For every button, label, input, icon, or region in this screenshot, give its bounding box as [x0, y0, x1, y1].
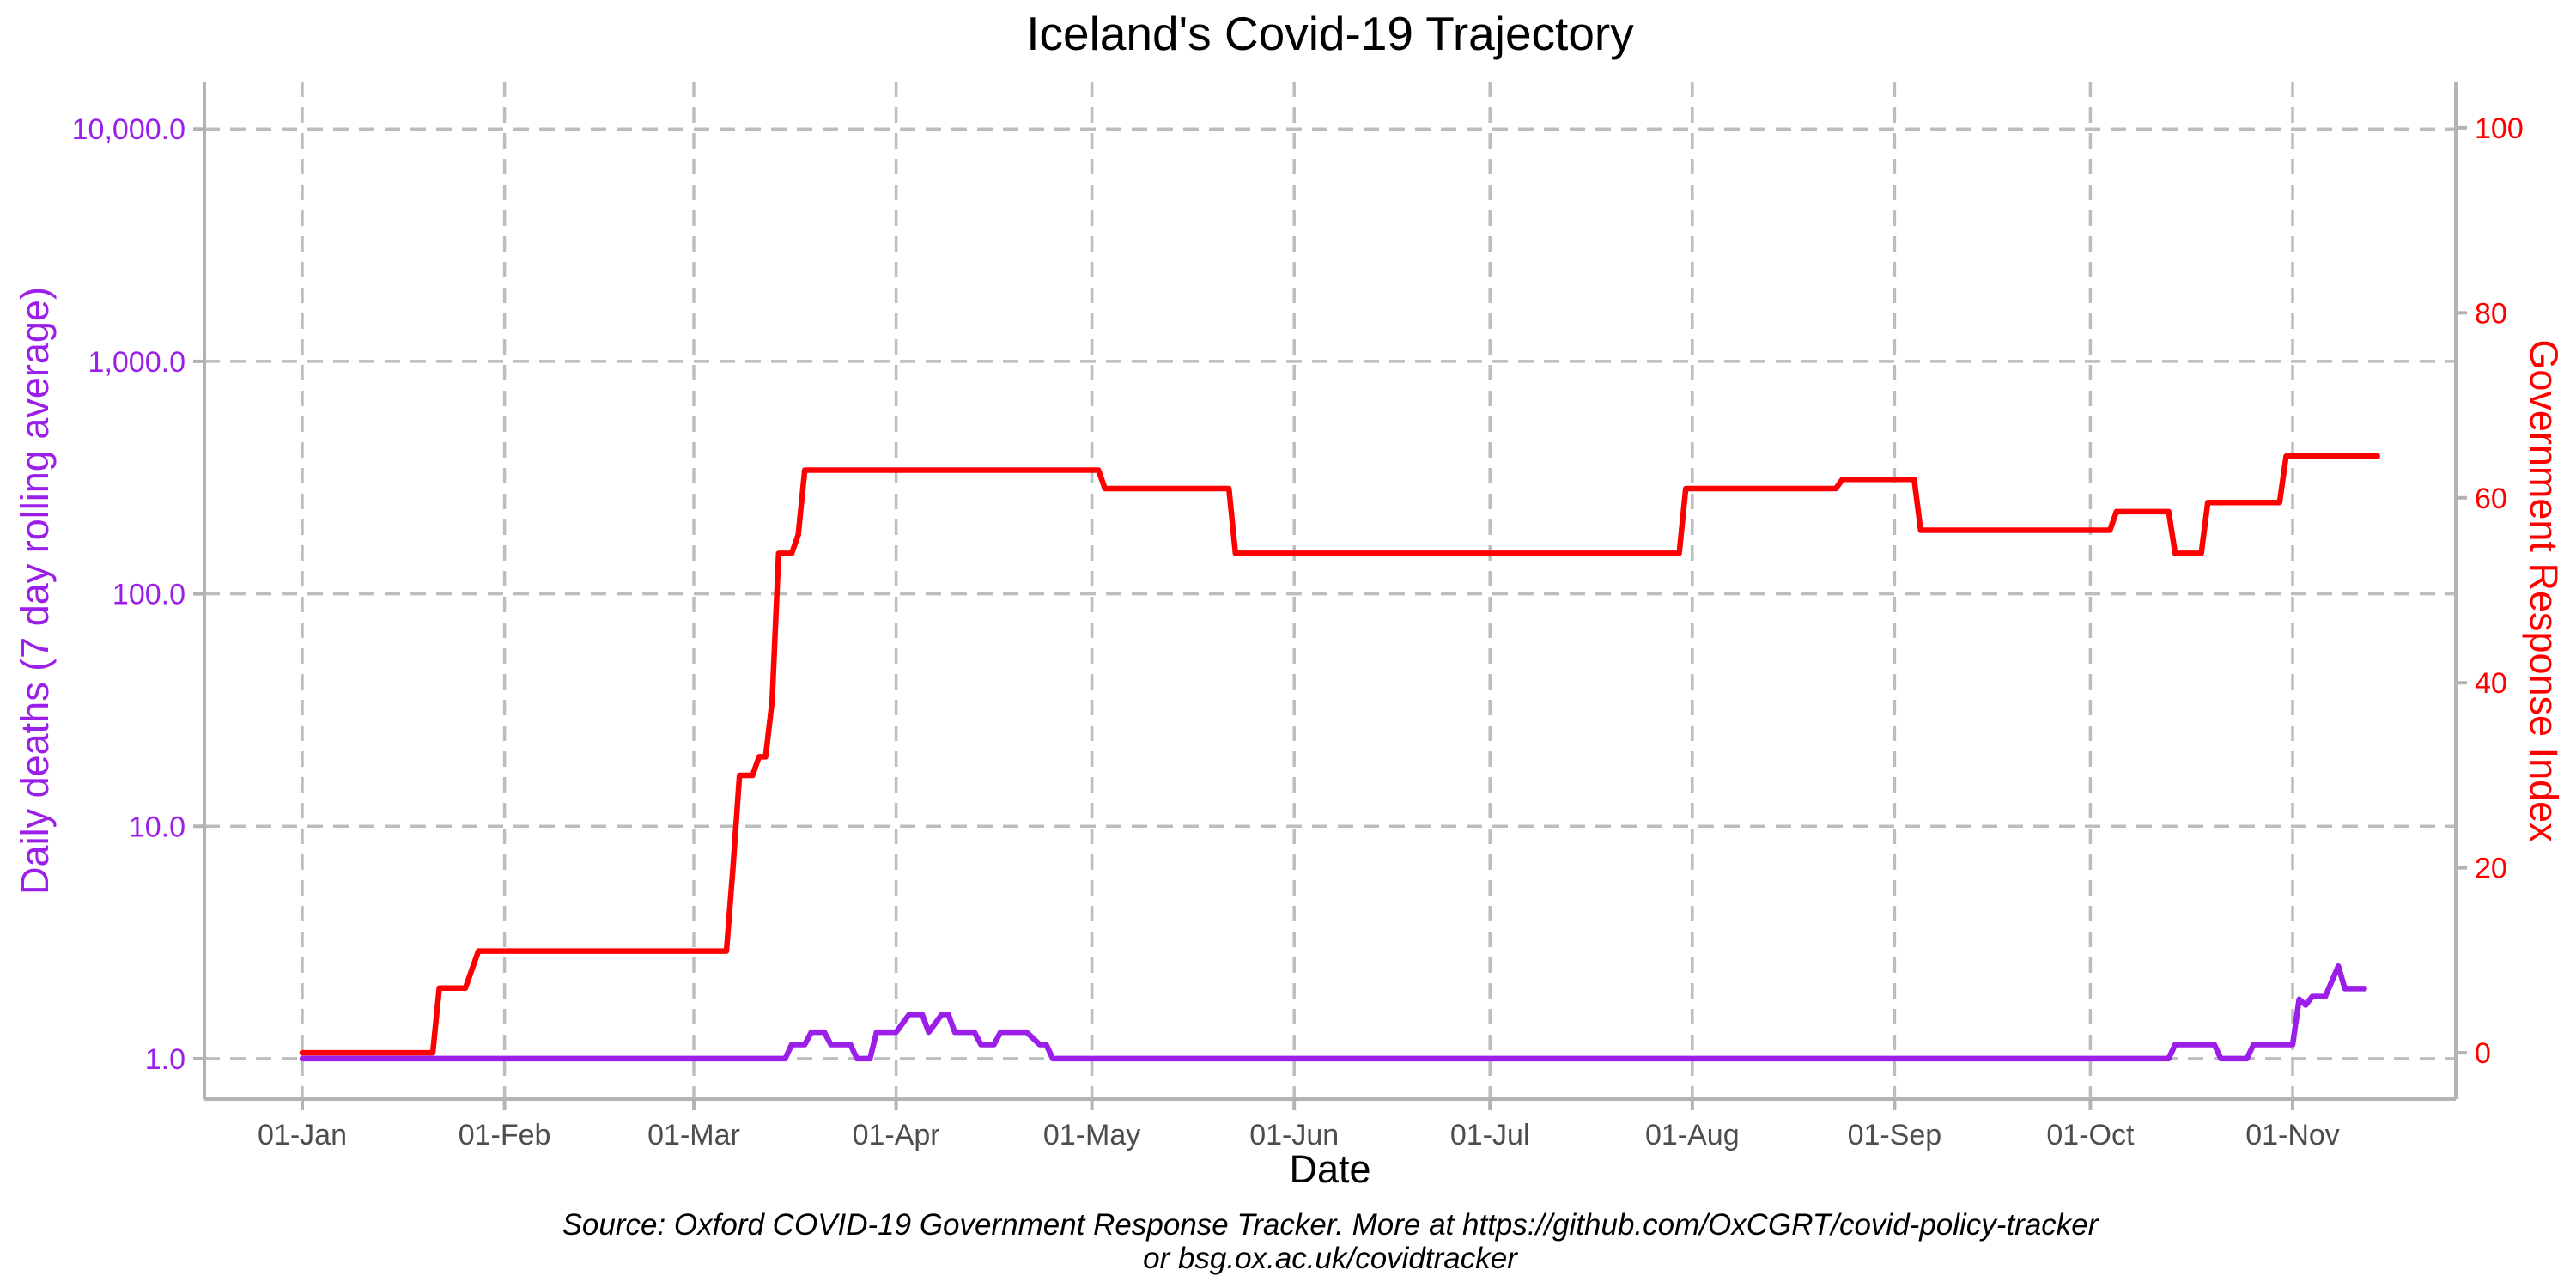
x-axis-title: Date: [1289, 1147, 1370, 1191]
source-caption-line2: or bsg.ox.ac.uk/covidtracker: [1143, 1242, 1518, 1275]
x-tick-label: 01-Nov: [2245, 1119, 2340, 1151]
left-tick-label: 10,000.0: [72, 113, 185, 146]
daily-deaths-line: [299, 963, 2367, 1062]
x-tick-label: 01-Aug: [1645, 1119, 1740, 1151]
x-tick-label: 01-Jan: [258, 1119, 347, 1151]
series: [299, 453, 2381, 1062]
axes: [203, 82, 2458, 1101]
right-tick-label: 80: [2475, 297, 2507, 330]
right-tick-label: 20: [2475, 853, 2507, 885]
left-axis-title: Daily deaths (7 day rolling average): [13, 287, 57, 895]
right-axis-title: Government Response Index: [2522, 339, 2566, 842]
x-tick-label: 01-Feb: [459, 1119, 551, 1151]
government-response-line: [299, 453, 2381, 1056]
x-tick-label: 01-Jun: [1249, 1119, 1339, 1151]
right-tick-label: 40: [2475, 667, 2507, 700]
left-tick-label: 1,000.0: [88, 346, 185, 379]
source-caption-line1: Source: Oxford COVID-19 Government Respo…: [562, 1208, 2099, 1242]
left-tick-label: 100.0: [112, 579, 185, 611]
x-tick-label: 01-Mar: [647, 1119, 740, 1151]
right-tick-label: 100: [2475, 112, 2524, 145]
x-tick-label: 01-Jul: [1450, 1119, 1530, 1151]
chart-title: Iceland's Covid-19 Trajectory: [1026, 7, 1634, 60]
x-tick-label: 01-Sep: [1848, 1119, 1942, 1151]
right-tick-label: 0: [2475, 1037, 2491, 1070]
left-tick-label: 1.0: [145, 1043, 185, 1076]
gridlines: [204, 82, 2456, 1099]
right-tick-label: 60: [2475, 483, 2507, 515]
ticks: 01-Jan 01-Feb 01-Mar 01-Apr 01-May 01-Jun 01-J…: [72, 112, 2524, 1151]
x-tick-label: 01-May: [1043, 1119, 1140, 1151]
x-tick-label: 01-Oct: [2046, 1119, 2135, 1151]
x-tick-label: 01-Apr: [853, 1119, 940, 1151]
left-tick-label: 10.0: [129, 811, 185, 843]
